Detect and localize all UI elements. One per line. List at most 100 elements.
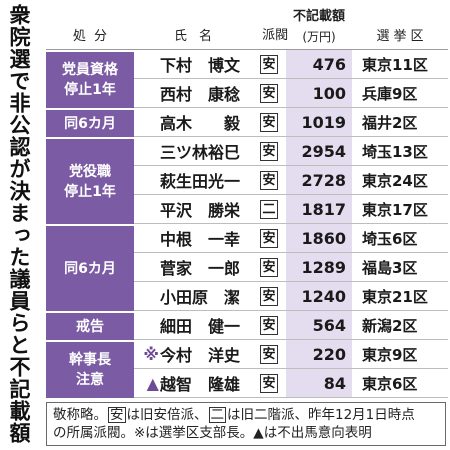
member-name: 中根 一幸	[159, 230, 240, 249]
faction-badge: 安	[260, 344, 278, 364]
name-cell: 萩生田光一	[134, 166, 252, 195]
name-cell: 平沢 勝栄	[134, 195, 252, 224]
faction-key-badge: 安	[108, 407, 126, 423]
faction-badge: 安	[260, 112, 278, 132]
punishment-label: 戒告	[76, 318, 104, 335]
column-header-label: 氏名	[173, 29, 224, 44]
faction-cell: 安	[252, 79, 286, 108]
name-cell: 中根 一幸	[134, 224, 252, 253]
punishment-label: 注意	[76, 372, 104, 388]
district-value: 福井2区	[352, 108, 448, 137]
district-value: 東京17区	[352, 195, 448, 224]
district-value: 福島3区	[352, 253, 448, 282]
faction-key-badge: 二	[208, 407, 226, 423]
district-value: 東京6区	[352, 369, 448, 398]
faction-cell: 安	[252, 166, 286, 195]
amount-value: 1019	[286, 108, 352, 137]
footnote-line: 敬称略。安は旧安倍派、二は旧二階派、昨年12月1日時点	[53, 406, 439, 424]
faction-badge: 安	[260, 315, 278, 335]
column-header-label: 選挙区	[376, 29, 428, 44]
column-header-label: 派閥	[262, 28, 289, 43]
faction-cell: 安	[252, 369, 286, 398]
faction-cell: 安	[252, 253, 286, 282]
punishment-label: 停止1年	[64, 183, 116, 200]
footnote-line: の所属派閥。※は選挙区支部長。▲は不出馬意向表明	[53, 424, 439, 442]
column-header-label: 処分	[72, 29, 115, 44]
name-mark: ▲	[146, 373, 159, 393]
member-name: 越智 隆雄	[159, 375, 240, 394]
name-cell: 西村 康稔	[134, 79, 252, 108]
faction-badge: 安	[260, 170, 278, 190]
amount-value: 2728	[286, 166, 352, 195]
faction-cell: 安	[252, 224, 286, 253]
punishment-label: 党員資格	[62, 62, 118, 78]
faction-cell: 安	[252, 311, 286, 340]
name-cell: 下村 博文	[134, 50, 252, 79]
amount-value: 100	[286, 79, 352, 108]
punishment-cell: 同6カ月	[46, 108, 134, 137]
member-name: 小田原 潔	[159, 288, 240, 307]
member-name: 細田 健一	[159, 317, 240, 336]
punishment-cell: 幹事長 注意	[46, 340, 134, 398]
column-header-name: 氏名	[134, 0, 252, 50]
punishment-label: 党役職	[69, 163, 111, 180]
faction-badge: 安	[260, 257, 278, 277]
amount-value: 476	[286, 50, 352, 79]
district-value: 兵庫9区	[352, 79, 448, 108]
amount-value: 1860	[286, 224, 352, 253]
name-cell: 菅家 一郎	[134, 253, 252, 282]
name-cell: 高木 毅	[134, 108, 252, 137]
member-name: 萩生田光一	[159, 172, 240, 191]
footnote-text: 敬称略。	[53, 407, 107, 423]
column-header-unit: (万円)	[302, 30, 336, 44]
punishment-label: 同6カ月	[64, 115, 116, 132]
faction-badge: 安	[260, 141, 278, 161]
column-header-label: 不記載額	[292, 9, 345, 24]
amount-value: 1817	[286, 195, 352, 224]
footnote-text: の所属派閥。※は選挙区支部長。▲は不出馬意向表明	[53, 425, 372, 441]
district-value: 埼玉6区	[352, 224, 448, 253]
district-value: 東京24区	[352, 166, 448, 195]
name-cell: ※ 今村 洋史	[134, 340, 252, 369]
member-name: 今村 洋史	[159, 346, 240, 365]
district-value: 東京9区	[352, 340, 448, 369]
punishment-cell: 戒告	[46, 311, 134, 340]
column-header-faction: 派閥	[252, 0, 289, 50]
punishment-label: 幹事長	[69, 352, 111, 368]
amount-value: 1289	[286, 253, 352, 282]
member-name: 菅家 一郎	[159, 259, 240, 278]
name-cell: 小田原 潔	[134, 282, 252, 311]
amount-value: 564	[286, 311, 352, 340]
column-header-amount: 不記載額 (万円)	[286, 0, 352, 50]
punishment-label: 同6カ月	[64, 260, 116, 277]
faction-cell: 安	[252, 50, 286, 79]
member-name: 下村 博文	[159, 56, 240, 75]
amount-value: 2954	[286, 137, 352, 166]
district-value: 東京11区	[352, 50, 448, 79]
name-cell: 三ツ林裕巳	[134, 137, 252, 166]
faction-cell: 安	[252, 340, 286, 369]
faction-cell: 安	[252, 137, 286, 166]
district-value: 東京21区	[352, 282, 448, 311]
footnote-text: は旧安倍派、	[126, 407, 208, 423]
punishment-cell: 党役職停止1年	[46, 137, 134, 224]
member-name: 西村 康稔	[159, 85, 240, 104]
name-cell: ▲ 越智 隆雄	[134, 369, 252, 398]
amount-value: 84	[286, 369, 352, 398]
district-value: 新潟2区	[352, 311, 448, 340]
faction-badge: 安	[260, 286, 278, 306]
footnote-text: は旧二階派、昨年12月1日時点	[227, 407, 415, 423]
name-cell: 細田 健一	[134, 311, 252, 340]
column-header-punishment: 処分	[46, 0, 134, 50]
chart-title: 衆院選で非公認が決まった議員らと不記載額	[7, 4, 31, 444]
faction-badge: 安	[260, 228, 278, 248]
punishment-label: 停止1年	[64, 82, 116, 98]
district-value: 埼玉13区	[352, 137, 448, 166]
member-name: 三ツ林裕巳	[159, 143, 240, 162]
faction-badge: 安	[260, 83, 278, 103]
results-table: 処分 氏名 派閥 不記載額 (万円) 選挙区 党員資格 停止1年 下村 博文安 476…	[46, 0, 448, 398]
amount-value: 220	[286, 340, 352, 369]
member-name: 高木 毅	[159, 114, 240, 133]
faction-cell: 安	[252, 282, 286, 311]
faction-badge: 安	[260, 373, 278, 393]
